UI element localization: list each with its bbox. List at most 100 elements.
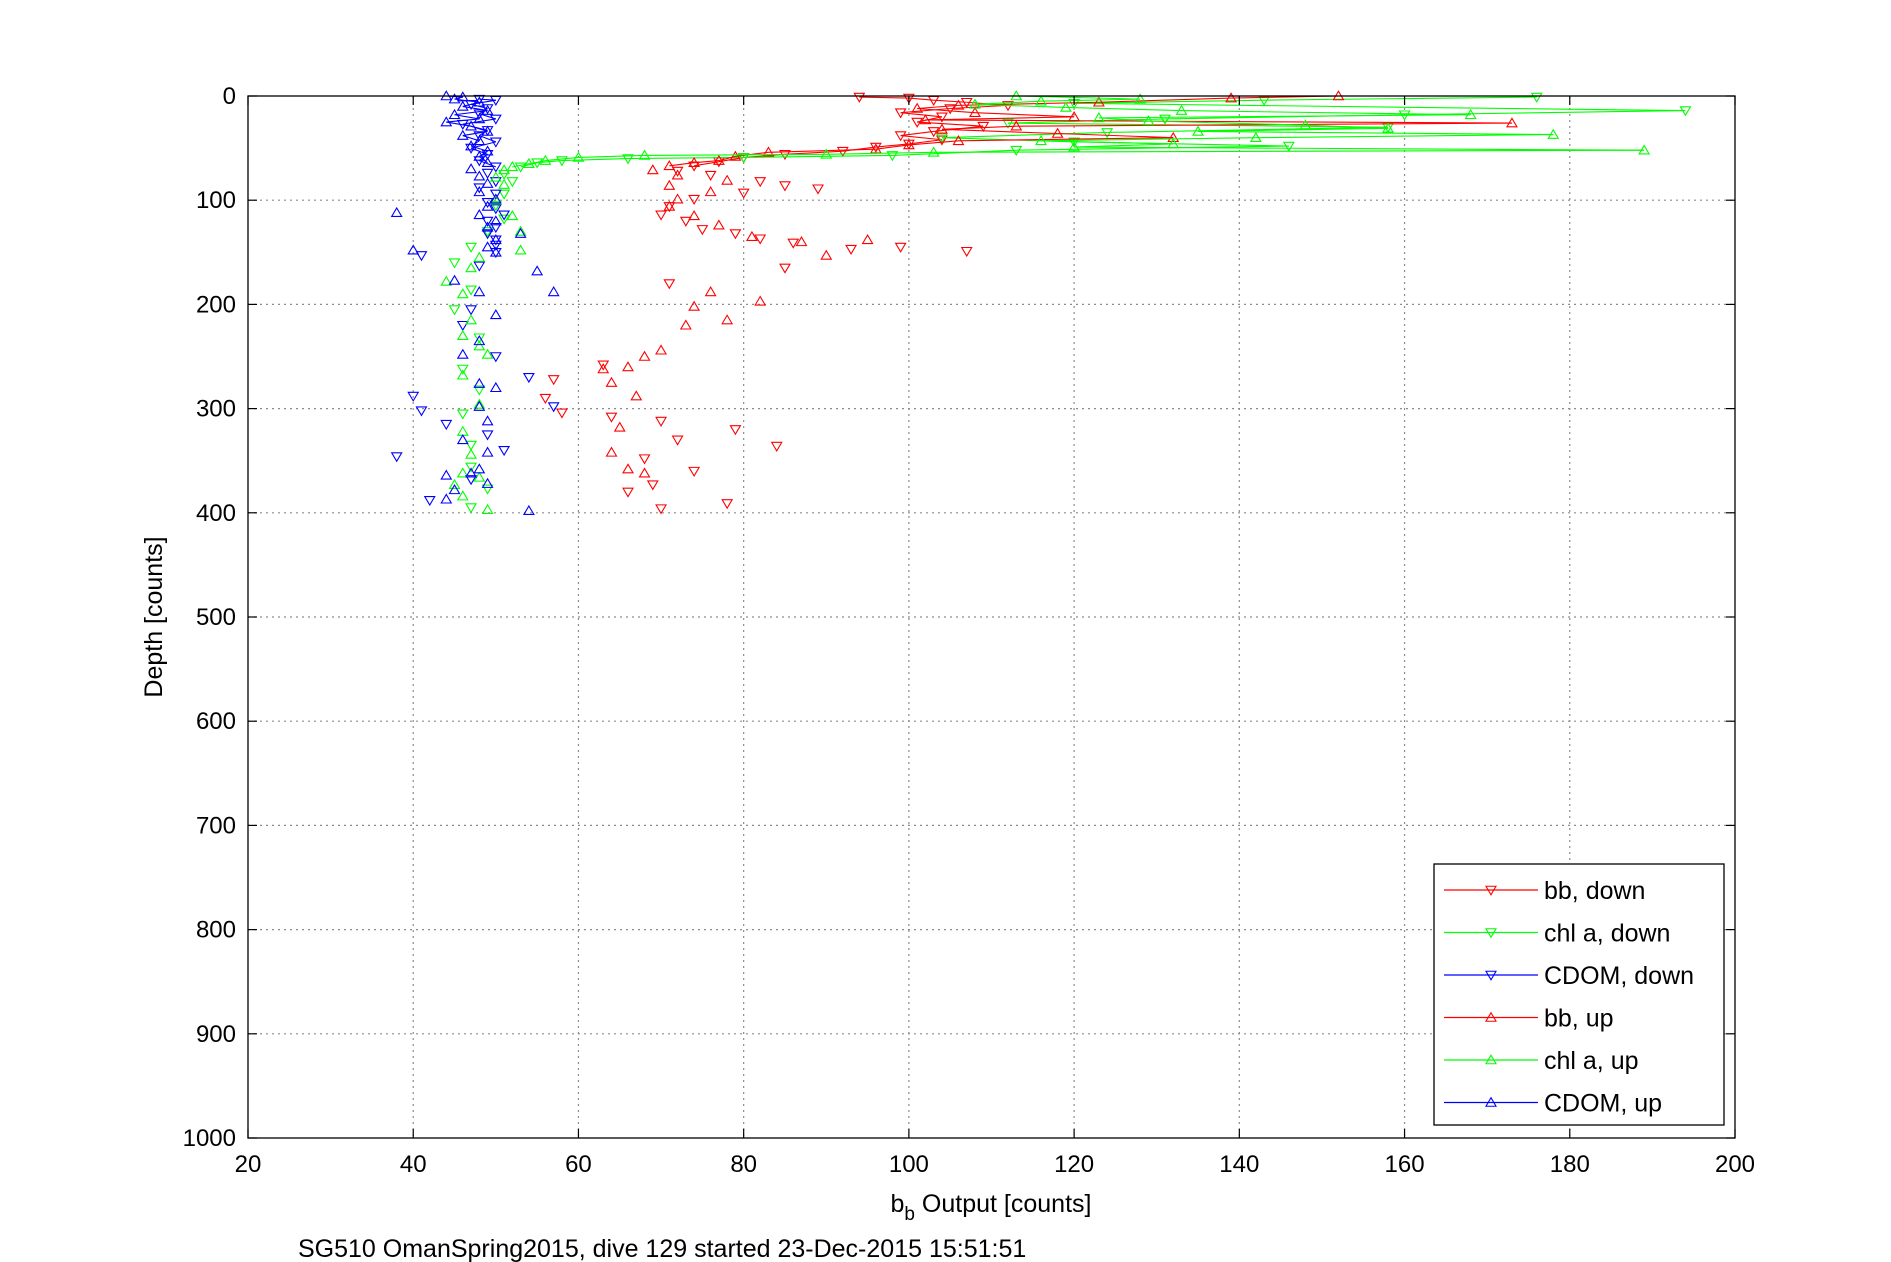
data-point-chl-a-down [1530,92,1543,103]
data-point-chl-a-down [555,156,568,167]
data-point-chl-a-down [737,153,750,164]
y-tick-label: 600 [196,708,236,735]
data-point-bb-up [688,300,701,311]
x-tick-label: 80 [730,1151,757,1178]
data-point-chl-a-up [498,164,511,175]
data-point-chl-a-down [481,227,494,238]
data-point-chl-a-up [1059,101,1072,112]
data-point-bb-down [960,246,973,258]
series-layer [390,90,1692,516]
data-point-chl-a-up [1249,131,1262,142]
legend-marker-bb-down [1485,885,1497,896]
data-point-cdom-up [481,221,494,232]
y-tick-label: 1000 [183,1125,236,1152]
data-point-chl-a-up [1192,125,1204,136]
series-segment-bb-up [941,128,1058,135]
data-point-cdom-up [489,246,502,257]
series-segment-bb-down [900,130,934,137]
data-point-bb-up [704,286,717,297]
x-axis-label-main: b [891,1190,905,1218]
data-point-chl-a-down [1068,137,1081,148]
data-point-cdom-down [547,402,560,413]
data-point-chl-a-up [927,146,940,157]
data-point-cdom-down [465,143,478,154]
data-point-bb-up [613,421,626,432]
data-point-cdom-down [473,183,486,194]
series-segment-chl-a-up [933,149,1645,153]
data-point-cdom-down [415,406,428,417]
series-segment-bb-up [669,162,695,167]
y-tick-label: 400 [196,500,236,527]
data-point-bb-up [745,230,758,241]
series-segment-bb-up [1016,122,1512,127]
series-segment-chl-a-up [1098,117,1149,122]
data-point-cdom-up [473,150,486,161]
data-point-cdom-down [489,162,502,173]
data-point-chl-a-up [1464,108,1477,120]
data-point-cdom-up [448,108,461,120]
data-point-cdom-down [498,445,511,457]
data-point-chl-a-down [935,133,948,144]
data-point-bb-up [820,249,833,260]
data-point-cdom-up [448,484,461,495]
data-point-chl-a-up [473,340,486,351]
data-point-chl-a-down [498,189,511,200]
series-segment-chl-a-up [1041,140,1174,145]
series-segment-chl-a-up [1255,134,1554,139]
data-point-bb-down [787,238,800,249]
data-point-bb-down [812,184,824,195]
data-point-bb-up [704,186,717,197]
data-point-cdom-down [440,419,453,431]
data-point-bb-up [638,467,651,478]
data-point-cdom-up [465,163,478,174]
grid [248,96,1735,1138]
x-axis-label-subscript: b [904,1204,915,1225]
data-point-chl-a-up [1638,144,1651,155]
data-point-bb-up [721,174,734,185]
legend-marker-chl-a-up [1485,1054,1497,1065]
legend-entry-chl-a-down: chl a, down [1544,920,1670,948]
data-point-chl-a-up [514,225,527,236]
data-point-chl-a-up [456,467,469,478]
data-point-chl-a-down [498,169,511,180]
y-tick-label: 900 [196,1021,236,1048]
series-segment-bb-down [875,143,909,148]
y-tick-label: 700 [196,812,236,839]
x-axis-label-rest: Output [counts] [915,1190,1092,1218]
data-point-bb-down [671,435,684,446]
x-axis: 20 40 60 80 100 120 140 160 180 200 [235,96,1755,1178]
data-point-chl-a-down [506,177,519,188]
data-point-bb-down [779,263,791,274]
data-point-chl-a-down [456,364,469,375]
data-point-chl-a-up [1142,115,1155,126]
data-point-bb-up [679,319,692,330]
data-point-bb-down [737,188,750,199]
data-point-bb-up [861,233,874,245]
data-point-bb-down [646,480,659,491]
data-point-cdom-up [473,463,486,474]
data-point-bb-down [935,135,948,146]
series-segment-bb-down [900,112,942,118]
series-segment-bb-up [925,119,1512,124]
series-segment-bb-up [694,160,719,164]
x-tick-label: 200 [1715,1151,1755,1178]
data-point-bb-up [646,164,659,175]
legend-marker-chl-a-down [1485,928,1497,939]
data-point-cdom-up [481,145,494,156]
series-segment-cdom-up [462,130,488,137]
data-point-chl-a-up [1035,134,1048,146]
series-segment-chl-a-up [644,153,827,156]
data-point-bb-down [894,242,907,253]
series-segment-chl-a-down [1264,96,1537,101]
data-point-cdom-up [473,134,486,146]
series-segment-chl-a-down [561,157,629,162]
data-point-bb-up [1167,131,1180,142]
data-point-bb-down [729,425,742,436]
data-point-chl-a-down [498,214,511,225]
data-point-bb-up [671,169,684,180]
series-segment-bb-up [974,112,1075,118]
data-point-cdom-down [489,137,502,148]
data-point-bb-down [597,360,610,371]
series-segment-bb-down [908,139,943,145]
